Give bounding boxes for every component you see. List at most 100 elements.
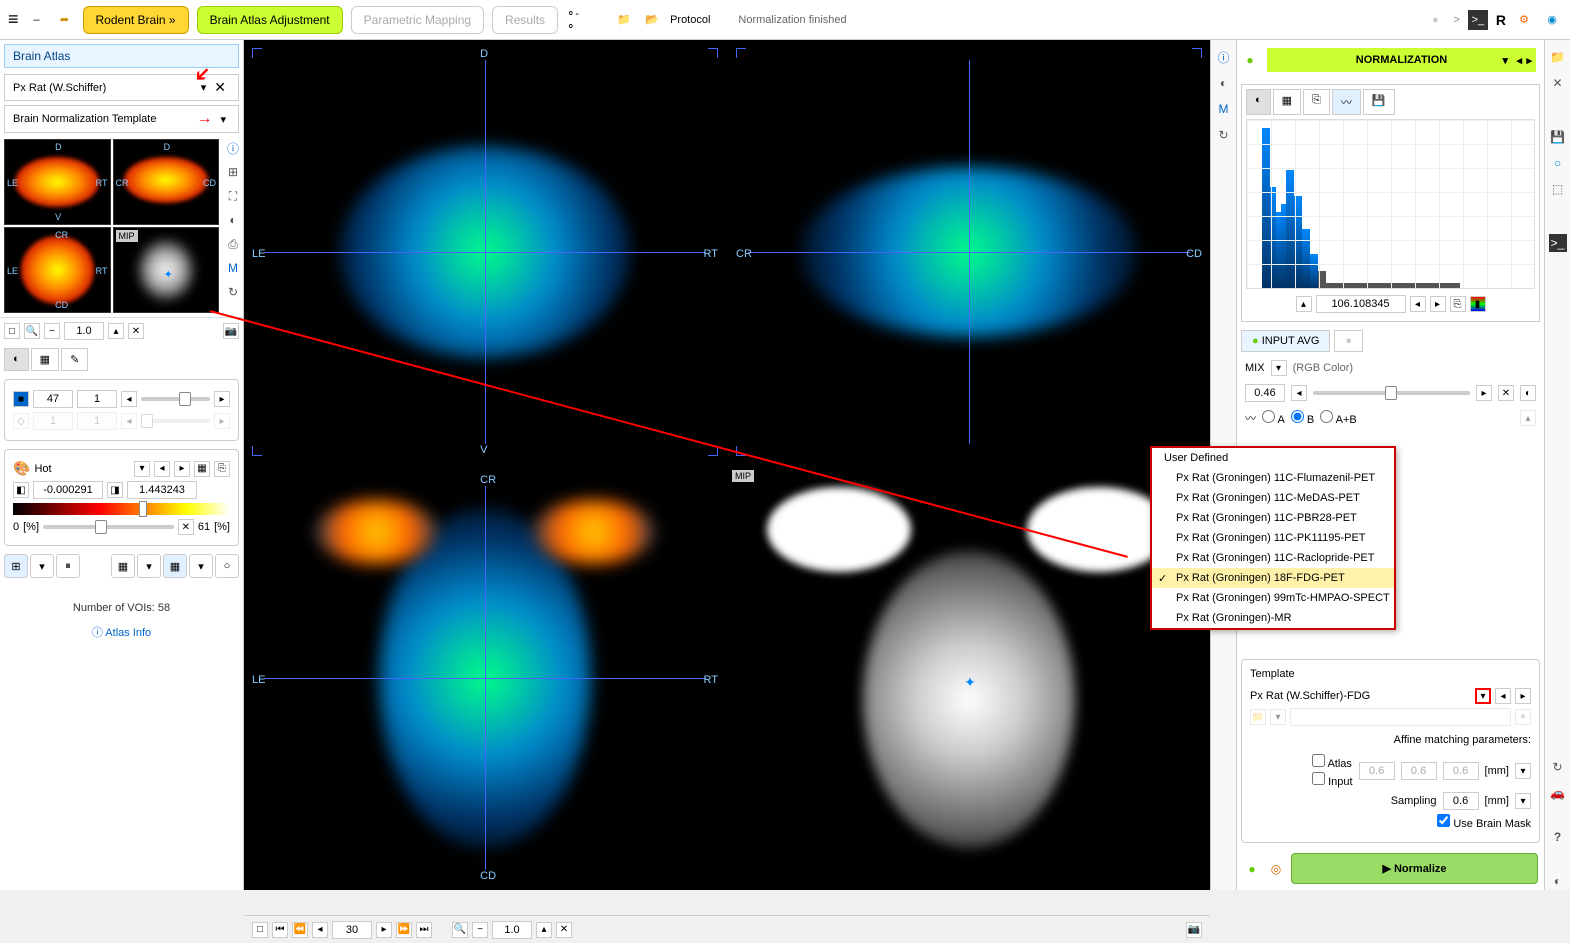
dropdown-item[interactable]: Px Rat (Groningen) 11C-Raclopride-PET — [1152, 548, 1394, 568]
colorbar[interactable] — [13, 503, 230, 515]
up-icon[interactable]: ▴ — [1520, 410, 1536, 426]
prev-icon[interactable]: ◂ — [121, 413, 137, 429]
histogram[interactable] — [1246, 119, 1535, 289]
chevron-down-icon[interactable]: ▾ — [1271, 360, 1287, 376]
copy-icon[interactable]: ⎘ — [214, 461, 230, 477]
folder-plus-icon[interactable]: 📁 — [614, 10, 634, 30]
dropdown-item[interactable]: Px Rat (Groningen)-MR — [1152, 608, 1394, 628]
dropdown-item[interactable]: Px Rat (Groningen) 18F-FDG-PET — [1152, 568, 1394, 588]
next-icon[interactable]: ▸ — [214, 413, 230, 429]
print-icon[interactable]: ⎙ — [224, 235, 242, 253]
stop-icon[interactable]: □ — [252, 922, 268, 938]
next-icon[interactable]: ▸ — [1515, 688, 1531, 704]
lock-max-icon[interactable]: ◨ — [107, 482, 123, 498]
puzzle-icon[interactable]: ⚙ — [1514, 10, 1534, 30]
up-icon[interactable]: ▴ — [1296, 296, 1312, 312]
results-button[interactable]: Results — [492, 6, 558, 34]
copy-tab[interactable]: ⎘ — [1303, 89, 1330, 115]
first-icon[interactable]: ⏮ — [272, 922, 288, 938]
menu-icon[interactable]: ≡ — [8, 9, 19, 30]
folder-icon[interactable]: 📁 — [1549, 48, 1567, 66]
view-axial[interactable]: CR CD LE RT — [244, 466, 726, 890]
max-value-input[interactable] — [127, 481, 197, 499]
contrast-icon[interactable]: ◐ — [1520, 385, 1536, 401]
thumb-coronal[interactable]: D V LE RT — [4, 139, 111, 225]
radio-ab[interactable]: A+B — [1320, 410, 1357, 426]
prev-icon[interactable]: ◂ — [121, 391, 137, 407]
chevron-down-icon[interactable]: ▾ — [1270, 709, 1286, 725]
dropdown-item[interactable]: Px Rat (Groningen) 11C-Flumazenil-PET — [1152, 468, 1394, 488]
frame-input[interactable] — [332, 921, 372, 939]
x-icon[interactable]: ✕ — [1498, 385, 1514, 401]
chevron-down-icon[interactable]: ▾ — [30, 554, 54, 578]
hist-value-input[interactable] — [1316, 295, 1406, 313]
circle-icon[interactable]: ○ — [1549, 154, 1567, 172]
magnify-icon[interactable]: 🔍 — [452, 922, 468, 938]
zoom-input[interactable] — [492, 921, 532, 939]
grid-icon[interactable]: ▦ — [163, 554, 187, 578]
brain-mask-checkbox[interactable]: Use Brain Mask — [1437, 814, 1531, 830]
radio-b[interactable]: B — [1291, 410, 1314, 426]
atlas-info-link[interactable]: Atlas Info — [105, 627, 151, 639]
thumb-sagittal[interactable]: D CR CD — [113, 139, 220, 225]
magnify-icon[interactable]: 🔍 — [24, 323, 40, 339]
prev-icon[interactable]: ◂ — [1495, 688, 1511, 704]
prev-icon[interactable]: ◂ — [1516, 54, 1522, 67]
level-a-input[interactable] — [33, 390, 73, 408]
contrast-tab[interactable]: ◐ — [4, 348, 29, 371]
square-icon[interactable]: ■ — [13, 391, 29, 407]
prev-icon[interactable]: ◂ — [1410, 296, 1426, 312]
last-icon[interactable]: ⏭ — [416, 922, 432, 938]
wave-tab[interactable]: 〰 — [1332, 89, 1361, 115]
minus-icon[interactable]: − — [44, 323, 60, 339]
atlas-checkbox[interactable]: Atlas — [1312, 754, 1353, 770]
dot-icon[interactable]: ● — [1241, 51, 1259, 69]
info-icon[interactable]: ⓘ — [1215, 48, 1233, 66]
view-sagittal[interactable]: CR CD — [728, 40, 1210, 464]
p3-input[interactable] — [1443, 762, 1479, 780]
refresh-icon[interactable]: ↻ — [224, 283, 242, 301]
parametric-mapping-button[interactable]: Parametric Mapping — [351, 6, 484, 34]
dropdown-item[interactable]: Px Rat (Groningen) 11C-PBR28-PET — [1152, 508, 1394, 528]
circle-icon[interactable]: ○ — [215, 554, 239, 578]
cube-icon[interactable]: ⬚ — [1549, 180, 1567, 198]
camera-icon[interactable]: 📷 — [223, 323, 239, 339]
chevron-down-icon[interactable]: ▾ — [1515, 763, 1531, 779]
tools-tab[interactable]: ✎ — [61, 348, 88, 371]
link-icon[interactable]: ⚬-⚬ — [566, 10, 586, 30]
minimize-icon[interactable]: – — [27, 10, 47, 30]
square-icon[interactable]: □ — [4, 323, 20, 339]
link-icon[interactable]: ⚬ — [1515, 709, 1531, 725]
copy-icon[interactable]: ⎘ — [1450, 296, 1466, 312]
palette-icon[interactable]: 🎨 — [13, 460, 30, 477]
barcode-icon[interactable]: ⏸ — [56, 554, 80, 578]
sampling-input[interactable] — [1443, 792, 1479, 810]
gt-icon[interactable]: > — [1453, 14, 1459, 26]
grid-icon[interactable]: ▦ — [111, 554, 135, 578]
p1-input[interactable] — [1359, 762, 1395, 780]
refresh-icon[interactable]: ↻ — [1215, 126, 1233, 144]
template-selector[interactable]: Brain Normalization Template → ▾ — [4, 105, 239, 133]
lock-min-icon[interactable]: ◧ — [13, 482, 29, 498]
contrast-icon[interactable]: ◐ — [1549, 872, 1567, 890]
level-b-input[interactable] — [77, 390, 117, 408]
input-checkbox[interactable]: Input — [1312, 772, 1353, 788]
minus-icon[interactable]: − — [472, 922, 488, 938]
expand-icon[interactable]: ⛶ — [224, 187, 242, 205]
chevron-down-icon[interactable]: ▾ — [1515, 793, 1531, 809]
grid-icon[interactable]: ▦ — [194, 461, 210, 477]
mix-slider[interactable] — [1313, 391, 1470, 395]
prev-icon[interactable]: ◂ — [312, 922, 328, 938]
min-value-input[interactable] — [33, 481, 103, 499]
contrast-tab[interactable]: ◐ — [1246, 89, 1271, 115]
arrow-icon[interactable]: ➦ — [55, 10, 75, 30]
chevron-down-icon[interactable]: ▾ — [189, 554, 213, 578]
next-icon[interactable]: ▸ — [1476, 385, 1492, 401]
pct-slider[interactable] — [43, 525, 174, 529]
x-icon[interactable]: ✕ — [556, 922, 572, 938]
layout-icon[interactable]: ⊞ — [4, 554, 28, 578]
mix-value-input[interactable] — [1245, 384, 1285, 402]
terminal-icon[interactable]: >_ — [1549, 234, 1567, 252]
chevron-down-icon[interactable]: ▾ — [216, 113, 230, 126]
dropdown-item[interactable]: Px Rat (Groningen) 11C-PK11195-PET — [1152, 528, 1394, 548]
